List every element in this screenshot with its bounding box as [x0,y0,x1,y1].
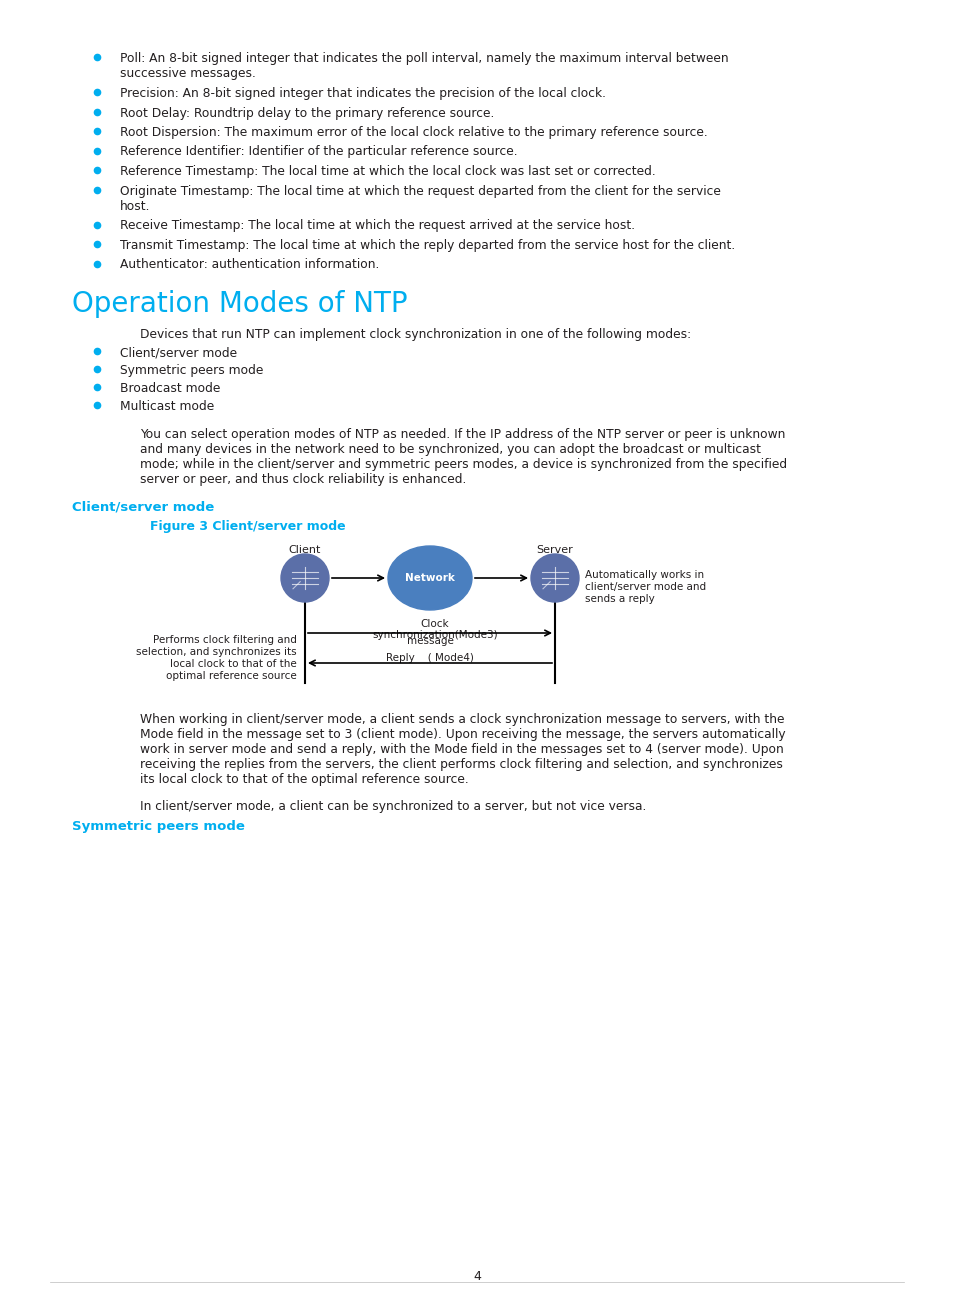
Text: Root Dispersion: The maximum error of the local clock relative to the primary re: Root Dispersion: The maximum error of th… [120,126,707,138]
Text: Reference Timestamp: The local time at which the local clock was last set or cor: Reference Timestamp: The local time at w… [120,166,655,179]
Text: Client/server mode: Client/server mode [71,499,214,512]
Text: Network: Network [405,573,455,584]
Text: local clock to that of the: local clock to that of the [170,659,296,669]
Text: Figure 3 Client/server mode: Figure 3 Client/server mode [150,520,345,533]
Text: receiving the replies from the servers, the client performs clock filtering and : receiving the replies from the servers, … [140,758,782,771]
Text: Transmit Timestamp: The local time at which the reply departed from the service : Transmit Timestamp: The local time at wh… [120,239,735,252]
Text: Symmetric peers mode: Symmetric peers mode [71,820,245,833]
Text: Poll: An 8-bit signed integer that indicates the poll interval, namely the maxim: Poll: An 8-bit signed integer that indic… [120,52,728,65]
Text: work in server mode and send a reply, with the Mode field in the messages set to: work in server mode and send a reply, wi… [140,743,783,756]
Text: Performs clock filtering and: Performs clock filtering and [153,635,296,644]
Text: Client/server mode: Client/server mode [120,345,237,358]
Text: Operation Modes of NTP: Operation Modes of NTP [71,290,407,318]
Text: mode; while in the client/server and symmetric peers modes, a device is synchron: mode; while in the client/server and sym… [140,458,786,471]
Text: Precision: An 8-bit signed integer that indicates the precision of the local clo: Precision: An 8-bit signed integer that … [120,87,605,100]
Text: and many devices in the network need to be synchronized, you can adopt the broad: and many devices in the network need to … [140,443,760,455]
Text: When working in client/server mode, a client sends a clock synchronization messa: When working in client/server mode, a cl… [140,713,783,726]
Text: You can select operation modes of NTP as needed. If the IP address of the NTP se: You can select operation modes of NTP as… [140,428,784,441]
Text: Originate Timestamp: The local time at which the request departed from the clien: Originate Timestamp: The local time at w… [120,185,720,198]
Text: Reference Identifier: Identifier of the particular reference source.: Reference Identifier: Identifier of the … [120,145,517,158]
Text: sends a reply: sends a reply [584,594,654,604]
Text: message: message [406,635,453,646]
Text: server or peer, and thus clock reliability is enhanced.: server or peer, and thus clock reliabili… [140,474,466,487]
Ellipse shape [388,546,472,609]
Circle shape [531,554,578,602]
Text: Multicast mode: Multicast mode [120,400,214,413]
Text: successive messages.: successive messages. [120,67,255,80]
Text: Broadcast mode: Broadcast mode [120,382,220,395]
Circle shape [281,554,329,602]
Text: host.: host. [120,201,151,214]
Text: Devices that run NTP can implement clock synchronization in one of the following: Devices that run NTP can implement clock… [140,327,690,342]
Text: Server: Server [536,545,573,555]
Text: Authenticator: authentication information.: Authenticator: authentication informatio… [120,259,379,272]
Text: synchronization(Mode3): synchronization(Mode3) [372,630,497,641]
Text: client/server mode and: client/server mode and [584,582,705,591]
Text: selection, and synchronizes its: selection, and synchronizes its [136,647,296,657]
Text: Client: Client [289,545,321,555]
Text: Automatically works in: Automatically works in [584,569,703,580]
Text: Clock: Clock [420,619,449,629]
Text: 4: 4 [473,1269,480,1282]
Text: Reply    ( Mode4): Reply ( Mode4) [386,653,474,663]
Text: Root Delay: Roundtrip delay to the primary reference source.: Root Delay: Roundtrip delay to the prima… [120,106,494,119]
Text: Symmetric peers mode: Symmetric peers mode [120,364,263,377]
Text: Mode field in the message set to 3 (client mode). Upon receiving the message, th: Mode field in the message set to 3 (clie… [140,729,785,741]
Text: In client/server mode, a client can be synchronized to a server, but not vice ve: In client/server mode, a client can be s… [140,800,646,813]
Text: optimal reference source: optimal reference source [166,672,296,681]
Text: Receive Timestamp: The local time at which the request arrived at the service ho: Receive Timestamp: The local time at whi… [120,220,635,233]
Text: its local clock to that of the optimal reference source.: its local clock to that of the optimal r… [140,773,468,785]
